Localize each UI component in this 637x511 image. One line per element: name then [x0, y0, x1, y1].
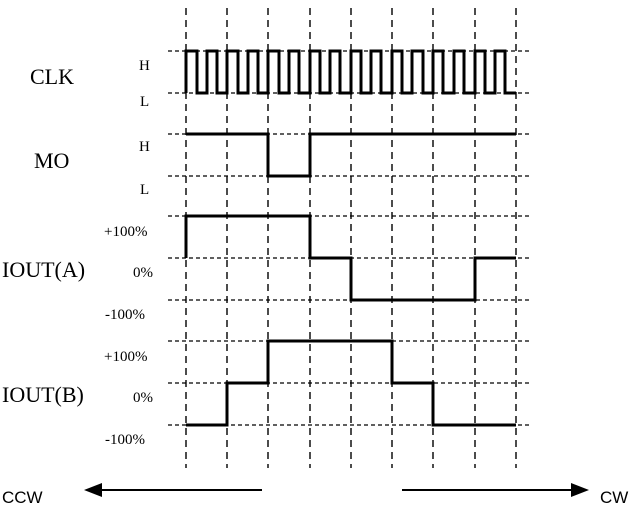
cw-arrow: [402, 483, 589, 497]
ioutb-zero-label: 0%: [133, 390, 153, 406]
ccw-arrow: [84, 483, 262, 497]
cw-label: CW: [600, 488, 628, 507]
clk-high-label: H: [139, 58, 150, 74]
mo-waveform: [186, 132, 516, 178]
iouta-neg-label: -100%: [105, 307, 145, 323]
iouta-label: IOUT(A): [2, 257, 85, 282]
clk-waveform: [184, 49, 516, 95]
ioutb-pos-label: +100%: [104, 349, 147, 365]
ccw-label: CCW: [2, 488, 43, 507]
mo-label: MO: [34, 148, 69, 173]
ioutb-label: IOUT(B): [2, 382, 84, 407]
iouta-waveform: [184, 214, 516, 302]
iouta-pos-label: +100%: [104, 224, 147, 240]
mo-high-label: H: [139, 139, 150, 155]
ioutb-neg-label: -100%: [105, 432, 145, 448]
ioutb-waveform: [186, 339, 516, 427]
level-gridlines: [168, 50, 530, 426]
clk-low-label: L: [140, 94, 149, 110]
clk-label: CLK: [30, 64, 74, 89]
iouta-zero-label: 0%: [133, 265, 153, 281]
mo-low-label: L: [140, 182, 149, 198]
